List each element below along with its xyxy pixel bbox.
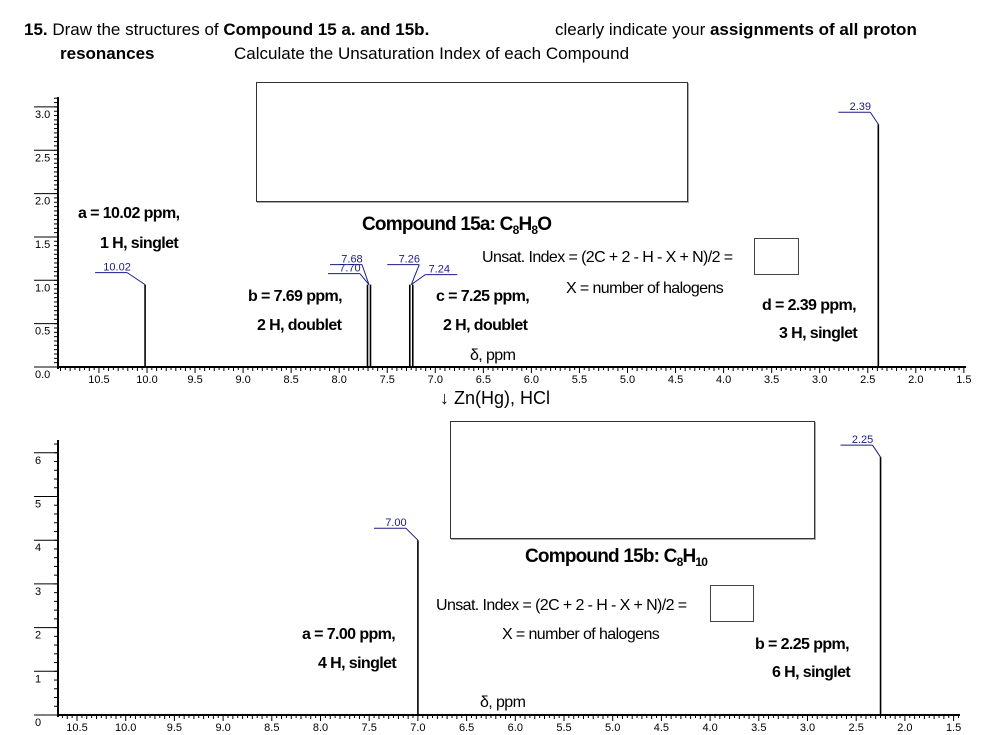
assignment-a-15b-detail: 4 H, singlet bbox=[318, 655, 397, 672]
assignment-d-15a-shift: d = 2.39 ppm, bbox=[762, 297, 857, 314]
peak-label: 7.68 bbox=[341, 254, 362, 266]
x-tick-label: 10.0 bbox=[136, 374, 157, 386]
compound-15a-title: Compound 15a: C8H8O bbox=[362, 214, 552, 237]
structure-box-15b[interactable] bbox=[450, 421, 815, 539]
x-tick-label: 5.0 bbox=[620, 374, 635, 386]
x-tick-label: 6.5 bbox=[476, 374, 491, 386]
assignment-a-15b-shift: a = 7.00 ppm, bbox=[302, 626, 396, 643]
x-tick-label: 4.0 bbox=[716, 374, 731, 386]
reagent-text: Zn(Hg), HCl bbox=[454, 388, 551, 408]
peak-label: 7.24 bbox=[429, 264, 450, 276]
y-tick-label: 2.5 bbox=[35, 152, 50, 164]
x-tick-label: 3.5 bbox=[764, 374, 779, 386]
y-tick-label: 5 bbox=[35, 499, 41, 511]
y-tick-label: 4 bbox=[35, 542, 41, 554]
assignment-c-15a-detail: 2 H, doublet bbox=[443, 317, 528, 334]
y-tick-label: 2 bbox=[35, 630, 41, 642]
y-tick-label: 0.5 bbox=[35, 326, 50, 338]
peak-label: 10.02 bbox=[103, 262, 131, 274]
x-tick-label: 10.5 bbox=[88, 374, 109, 386]
x-tick-label: 7.0 bbox=[410, 722, 425, 734]
x-tick-label: 7.5 bbox=[362, 722, 377, 734]
x-tick-label: 7.5 bbox=[380, 374, 395, 386]
axis-label-15a: δ, ppm bbox=[470, 347, 516, 364]
x-tick-label: 9.0 bbox=[235, 374, 250, 386]
halogen-note-15b: X = number of halogens bbox=[502, 626, 660, 643]
y-tick-label: 1 bbox=[35, 673, 41, 685]
question-unsat-instruction: Calculate the Unsaturation Index of each… bbox=[234, 44, 630, 63]
y-tick-label: 6 bbox=[35, 455, 41, 467]
x-tick-label: 8.5 bbox=[284, 374, 299, 386]
x-tick-label: 7.0 bbox=[428, 374, 443, 386]
x-tick-label: 6.0 bbox=[524, 374, 539, 386]
question-text: Draw the structures of bbox=[47, 20, 224, 39]
assignment-b-15a-detail: 2 H, doublet bbox=[257, 317, 342, 334]
axis-label-15b: δ, ppm bbox=[480, 694, 526, 711]
y-tick-label: 2.0 bbox=[35, 196, 50, 208]
x-tick-label: 2.0 bbox=[908, 374, 923, 386]
peak-label: 2.39 bbox=[850, 101, 871, 113]
assignment-c-15a-shift: c = 7.25 ppm, bbox=[436, 288, 530, 305]
x-tick-label: 1.5 bbox=[956, 374, 971, 386]
assignment-b-15b-detail: 6 H, singlet bbox=[772, 664, 851, 681]
question-compounds: Compound 15 a. and 15b. bbox=[223, 20, 430, 39]
x-tick-label: 9.0 bbox=[215, 722, 230, 734]
x-tick-label: 2.5 bbox=[860, 374, 875, 386]
unsat-index-input-15a[interactable] bbox=[754, 238, 799, 275]
x-tick-label: 8.0 bbox=[313, 722, 328, 734]
x-tick-label: 3.0 bbox=[800, 722, 815, 734]
x-tick-label: 5.0 bbox=[605, 722, 620, 734]
question-line-2: resonances bbox=[60, 44, 155, 64]
x-tick-label: 2.0 bbox=[897, 722, 912, 734]
down-arrow-icon: ↓ bbox=[440, 388, 449, 408]
x-tick-label: 6.0 bbox=[508, 722, 523, 734]
y-tick-label: 0 bbox=[35, 717, 41, 729]
assignment-d-15a-detail: 3 H, singlet bbox=[779, 325, 858, 342]
y-tick-label: 0.0 bbox=[35, 369, 50, 381]
x-tick-label: 10.0 bbox=[115, 722, 136, 734]
question-resonances: resonances bbox=[60, 44, 155, 63]
x-tick-label: 1.5 bbox=[946, 722, 961, 734]
y-tick-label: 3 bbox=[35, 586, 41, 598]
x-tick-label: 5.5 bbox=[556, 722, 571, 734]
assignment-b-15b-shift: b = 2.25 ppm, bbox=[755, 636, 850, 653]
x-tick-label: 5.5 bbox=[572, 374, 587, 386]
question-line-2b: Calculate the Unsaturation Index of each… bbox=[234, 44, 629, 64]
halogen-note-15a: X = number of halogens bbox=[566, 280, 724, 297]
peak-label: 7.70 bbox=[339, 263, 360, 275]
peak-label: 7.26 bbox=[399, 254, 420, 266]
x-tick-label: 8.5 bbox=[264, 722, 279, 734]
assignment-b-15a-shift: b = 7.69 ppm, bbox=[248, 288, 343, 305]
unsat-index-input-15b[interactable] bbox=[710, 585, 754, 622]
x-tick-label: 8.0 bbox=[332, 374, 347, 386]
question-text-2: clearly indicate your bbox=[555, 20, 710, 39]
x-tick-label: 2.5 bbox=[849, 722, 864, 734]
y-tick-label: 3.0 bbox=[35, 109, 50, 121]
x-tick-label: 3.5 bbox=[751, 722, 766, 734]
assignment-a-15a-shift: a = 10.02 ppm, bbox=[78, 205, 180, 222]
structure-box-15a[interactable] bbox=[256, 82, 688, 202]
question-line-1b: clearly indicate your assignments of all… bbox=[555, 20, 917, 40]
x-tick-label: 9.5 bbox=[187, 374, 202, 386]
peak-label: 7.00 bbox=[385, 517, 406, 529]
assignment-a-15a-detail: 1 H, singlet bbox=[100, 235, 179, 252]
x-tick-label: 4.5 bbox=[654, 722, 669, 734]
x-tick-label: 9.5 bbox=[167, 722, 182, 734]
x-tick-label: 4.0 bbox=[702, 722, 717, 734]
reagent-label: ↓ Zn(Hg), HCl bbox=[440, 388, 550, 409]
question-number: 15. bbox=[24, 20, 48, 39]
question-line-1: 15. Draw the structures of Compound 15 a… bbox=[24, 20, 429, 40]
unsat-formula-15a: Unsat. Index = (2C + 2 - H - X + N)/2 = bbox=[482, 249, 733, 266]
x-tick-label: 6.5 bbox=[459, 722, 474, 734]
peak-label: 2.25 bbox=[852, 434, 873, 446]
compound-15b-title: Compound 15b: C8H10 bbox=[525, 546, 708, 569]
y-tick-label: 1.0 bbox=[35, 282, 50, 294]
x-tick-label: 4.5 bbox=[668, 374, 683, 386]
y-tick-label: 1.5 bbox=[35, 239, 50, 251]
question-assignments: assignments of all proton bbox=[709, 20, 917, 39]
unsat-formula-15b: Unsat. Index = (2C + 2 - H - X + N)/2 = bbox=[436, 597, 687, 614]
x-tick-label: 10.5 bbox=[66, 722, 87, 734]
x-tick-label: 3.0 bbox=[812, 374, 827, 386]
